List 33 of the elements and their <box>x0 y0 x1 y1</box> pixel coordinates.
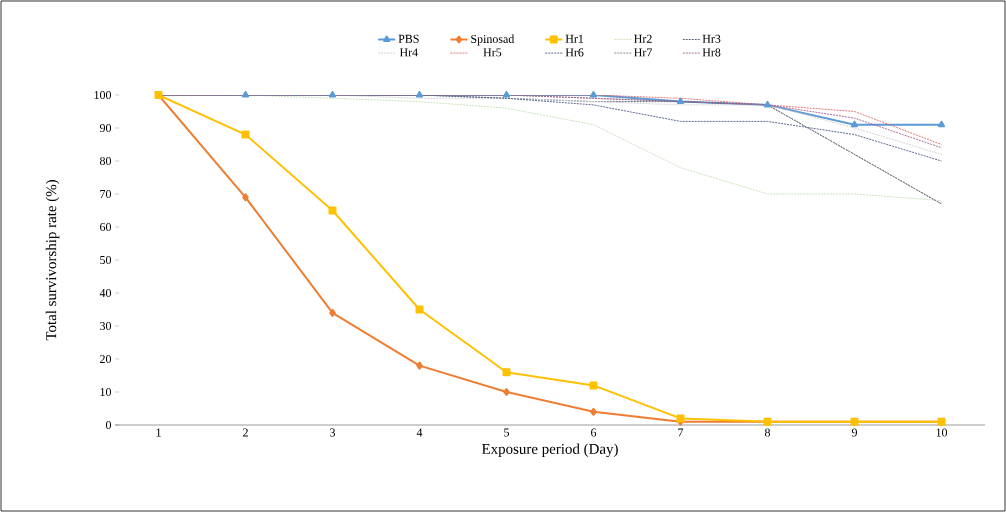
x-tick-label: 10 <box>936 428 948 437</box>
y-tick-label: 20 <box>100 354 112 364</box>
legend-label: PBS <box>398 34 419 43</box>
y-tick-label: 80 <box>99 156 112 166</box>
x-axis-title: Exposure period (Day) <box>481 443 618 458</box>
x-tick-label: 8 <box>764 428 771 437</box>
legend-label: Hr7 <box>634 48 652 57</box>
legend-label: Hr1 <box>565 34 584 43</box>
y-tick-label: 50 <box>100 255 112 265</box>
legend-label: Hr3 <box>702 34 721 43</box>
x-tick-label: 5 <box>504 428 510 437</box>
y-tick-label: 100 <box>94 90 112 100</box>
y-tick-label: 10 <box>100 387 112 397</box>
legend-label: Hr5 <box>483 48 502 57</box>
legend-label: Hr8 <box>702 48 721 57</box>
x-tick-label: 6 <box>591 428 597 437</box>
y-tick-label: 60 <box>100 222 112 232</box>
y-tick-label: 40 <box>99 288 112 298</box>
x-tick-label: 7 <box>678 428 684 437</box>
y-tick-label: 90 <box>99 123 112 133</box>
y-tick-label: 70 <box>100 189 112 199</box>
x-tick-label: 2 <box>243 428 248 437</box>
x-tick-label: 9 <box>851 428 857 437</box>
x-tick-label: 4 <box>416 428 423 437</box>
y-tick-label: 30 <box>100 321 112 331</box>
legend-label: Hr2 <box>634 34 652 43</box>
y-tick-label: 0 <box>105 420 112 430</box>
x-tick-label: 3 <box>330 428 336 437</box>
legend-label: Hr4 <box>399 48 418 57</box>
y-axis-title: Total survivorship rate (%) <box>45 180 60 341</box>
legend-label: Spinosad <box>471 34 515 46</box>
x-tick-label: 1 <box>156 428 161 437</box>
legend-label: Hr6 <box>565 48 584 57</box>
